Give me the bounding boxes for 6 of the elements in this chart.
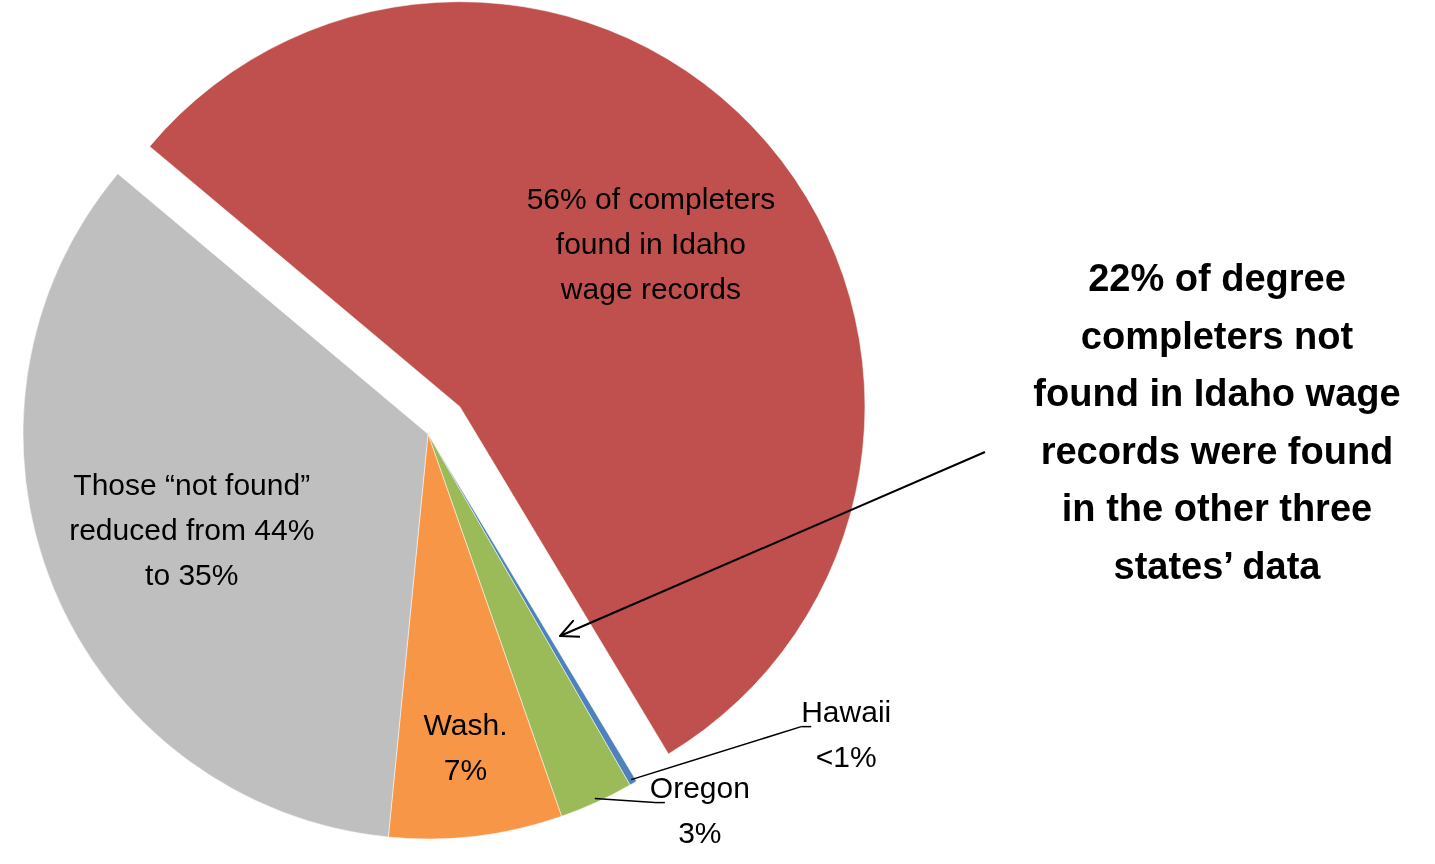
slice-label: Those “not found” reduced from 44% to 35%: [69, 468, 315, 592]
text: 22% of degree completers not found in Idaho wage records were found in the other three states’ data: [1033, 257, 1401, 587]
slice-label: Hawaii <1%: [801, 694, 892, 773]
slice-label: Oregon 3%: [649, 770, 750, 849]
slice-label: Wash. 7%: [423, 707, 508, 786]
slice-label: 56% of completers found in Idaho wage records: [526, 181, 776, 305]
